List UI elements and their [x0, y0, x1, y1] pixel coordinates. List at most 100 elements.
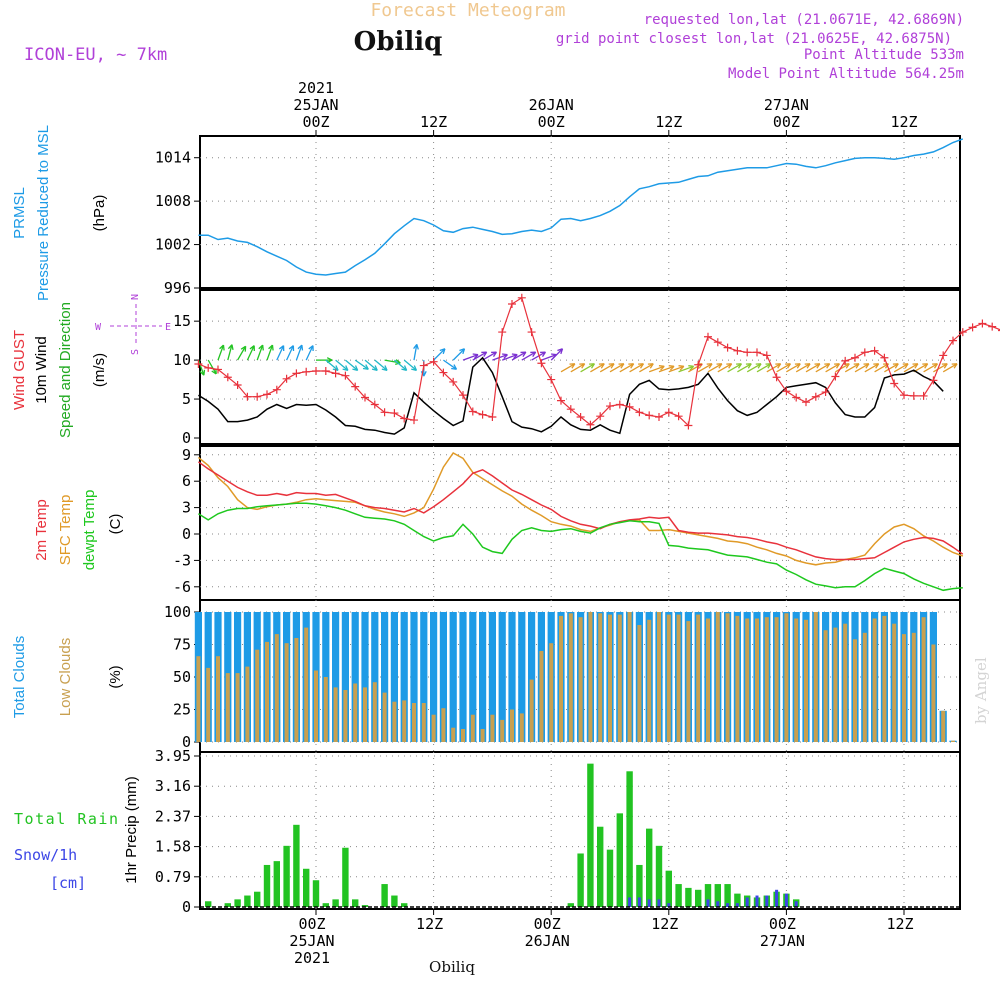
low-clouds-bar [392, 701, 397, 742]
wind-arrow-head [278, 345, 285, 351]
snow-bar [647, 899, 651, 907]
wind-arrow [815, 363, 830, 373]
gust-marker [684, 421, 693, 430]
wind-arrow [825, 363, 840, 373]
low-clouds-bar [402, 700, 407, 742]
gust-marker [743, 348, 752, 357]
time-label-top: 26JAN [529, 96, 574, 114]
wind-arrow [217, 344, 225, 361]
rain-bar [675, 884, 682, 907]
ylabel-prmsl: PRMSL [11, 187, 28, 239]
low-clouds-bar [686, 621, 691, 742]
low-clouds-bars [196, 612, 955, 742]
point-altitude: Point Altitude 533m [804, 47, 964, 63]
time-label-top: 27JAN [764, 96, 809, 114]
wind-arrow-head [658, 365, 665, 371]
wind-arrow-head [569, 363, 576, 369]
y-tick-label: 10 [173, 351, 191, 369]
gust-marker [292, 369, 301, 378]
low-clouds-bar [627, 612, 632, 742]
gust-marker [488, 412, 497, 421]
y-tick-label: 1008 [155, 192, 191, 210]
wind-arrow [364, 359, 378, 371]
gust-marker [655, 412, 663, 421]
temperature-yticks: -6 -3 0 3 6 9 [173, 446, 200, 596]
wind-arrow [599, 363, 615, 373]
total-clouds-bar [528, 612, 536, 742]
wind-arrow-head [951, 363, 958, 369]
y-tick-label: 5 [182, 390, 191, 408]
ylabel-10m-wind: 10m Wind [33, 336, 50, 404]
wind-arrow [854, 363, 870, 373]
panel-pressure: PRMSL Pressure Reduced to MSL (hPa) 996 1… [11, 125, 964, 301]
y-tick-label: 996 [164, 279, 191, 297]
watermark: by Angel [972, 657, 990, 724]
snow-bar [775, 889, 779, 907]
wind-arrow-head [371, 365, 378, 372]
total-clouds-bar [469, 612, 477, 742]
rain-bar [724, 884, 731, 907]
wind-arrow-head [618, 363, 625, 369]
low-clouds-bar [882, 615, 887, 742]
low-clouds-bar [725, 613, 730, 742]
total-clouds-bar [508, 612, 516, 742]
wind-arrow-head [411, 365, 418, 372]
rain-bar [244, 895, 251, 907]
rain-bar [704, 884, 712, 907]
y-tick-label: 1014 [155, 149, 191, 167]
wind-gust-markers [194, 293, 1000, 430]
gust-marker [831, 372, 840, 381]
gust-marker [606, 402, 614, 411]
y-tick-label: 9 [182, 446, 191, 464]
wind-arrow [413, 344, 418, 361]
low-clouds-bar [559, 615, 563, 742]
gust-marker [802, 398, 810, 407]
gust-marker [233, 381, 242, 390]
wind-arrow [795, 363, 811, 373]
compass-rose: N E S W [95, 294, 171, 355]
gust-marker [968, 323, 977, 332]
wind-arrow-head [834, 363, 840, 369]
wind-arrow-head [668, 365, 675, 371]
gust-marker [390, 409, 399, 418]
wind-arrow-head [873, 363, 880, 369]
wind-arrow [717, 363, 732, 373]
time-label-top: 25JAN [293, 96, 338, 114]
gust-marker [380, 408, 389, 417]
gust-marker [694, 360, 703, 369]
low-clouds-bar [470, 714, 475, 742]
low-clouds-bar [715, 612, 720, 742]
ylabel-precip: 1hr Precip (mm) [123, 776, 140, 884]
total-clouds-bar [371, 612, 379, 742]
gust-marker [949, 336, 957, 345]
y-tick-label: 0.79 [155, 868, 191, 886]
wind-arrow-head [530, 351, 537, 357]
wind-arrow [276, 345, 285, 361]
2m-temp-line [197, 461, 964, 561]
gust-marker [772, 373, 781, 382]
dewpt-temp-line [198, 502, 963, 592]
wind-arrow [462, 354, 479, 361]
wind-arrow-head [249, 345, 255, 351]
wind-arrow [913, 363, 928, 373]
rain-bar [283, 845, 290, 907]
grid-point: grid point closest lon,lat (21.0625E, 42… [556, 31, 952, 47]
low-clouds-bar [862, 632, 867, 742]
wind-arrow-head [520, 351, 527, 357]
low-clouds-bar [843, 623, 848, 742]
wind-arrow [707, 363, 723, 373]
low-clouds-bar [637, 625, 642, 742]
wind-arrow [844, 363, 860, 373]
wind-arrow-head [540, 351, 546, 357]
wind-arrow-head [736, 363, 742, 369]
gust-marker [351, 382, 360, 391]
snow-bar [755, 895, 759, 907]
y-tick-label: 1.58 [155, 838, 191, 856]
wind-arrow [697, 363, 713, 373]
low-clouds-bar [588, 612, 593, 742]
wind-arrow [246, 345, 255, 361]
wind-arrow [727, 363, 742, 373]
low-clouds-bar [598, 613, 603, 742]
